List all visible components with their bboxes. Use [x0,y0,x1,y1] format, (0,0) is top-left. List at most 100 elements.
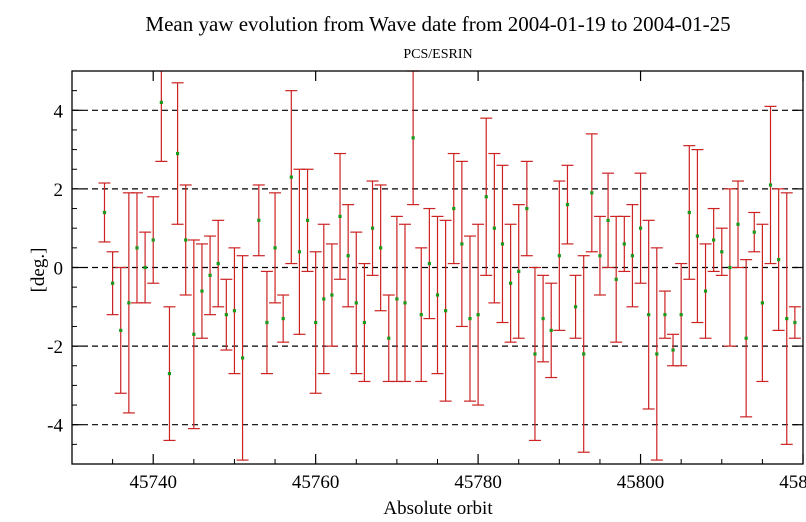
data-point-13 [204,235,217,316]
data-point-69 [667,333,680,367]
marker [330,293,334,297]
data-point-34 [382,294,395,383]
data-point-77 [732,180,745,269]
marker [484,195,488,199]
y-tick-label-4: 4 [54,101,64,122]
marker [663,313,667,317]
data-point-6 [147,196,160,284]
marker [338,214,342,219]
data-point-25 [309,251,322,394]
marker [744,336,748,340]
marker [492,226,496,230]
data-point-66 [642,219,655,410]
data-point-10 [179,184,192,296]
data-point-72 [691,149,704,324]
marker [362,320,366,325]
marker [687,210,691,215]
marker [305,218,310,222]
data-point-0 [98,182,111,243]
data-point-22 [285,90,298,265]
marker [712,238,716,242]
marker [695,234,700,238]
marker [257,218,261,222]
x-tick-label-2: 45780 [454,472,502,493]
data-point-49 [504,223,517,343]
data-point-43 [455,160,468,328]
data-point-62 [610,215,623,343]
data-point-42 [447,152,460,265]
marker [444,309,448,313]
data-point-63 [618,215,631,273]
marker [606,218,610,222]
data-point-84 [788,306,801,339]
data-point-31 [358,262,371,383]
marker [184,238,188,242]
data-point-26 [317,223,330,375]
marker [793,320,797,325]
data-point-29 [342,204,355,308]
marker [476,313,480,317]
marker [273,246,277,250]
data-point-9 [171,82,184,225]
data-point-48 [496,164,509,324]
marker [387,336,391,340]
marker [614,277,618,281]
marker [322,297,326,301]
marker [460,242,464,246]
marker [598,254,602,258]
data-point-40 [431,215,444,375]
marker [216,261,220,266]
marker [452,206,456,211]
marker [102,210,107,215]
data-point-19 [260,270,273,375]
marker [752,230,756,234]
marker [200,289,204,293]
data-point-51 [520,160,533,257]
plot-frame [71,70,804,465]
data-point-24 [301,168,314,273]
marker [135,246,139,250]
marker [785,316,789,321]
data-point-68 [658,290,671,339]
data-point-27 [325,243,338,347]
data-point-71 [683,145,696,280]
marker [151,238,155,242]
data-point-53 [537,274,550,363]
marker [565,203,570,207]
marker [777,258,781,262]
data-point-60 [593,215,606,296]
marker [768,183,773,187]
data-point-33 [374,184,387,312]
data-point-61 [602,172,615,269]
marker [354,301,358,305]
data-point-80 [756,223,769,383]
y-tick-label-2: 0 [54,259,64,280]
x-axis-label: Absolute orbit [383,498,493,519]
data-point-50 [512,204,525,339]
marker [346,254,350,258]
marker [590,191,594,195]
marker [671,348,675,352]
marker [395,297,399,301]
marker [240,356,245,360]
data-point-14 [212,219,225,308]
marker [703,289,708,293]
data-point-58 [577,255,590,453]
data-point-78 [740,259,753,418]
marker [281,316,285,321]
data-point-74 [707,207,720,273]
marker [630,254,635,258]
data-point-35 [390,215,403,383]
data-point-37 [407,70,420,206]
data-point-47 [488,152,501,304]
marker [679,313,683,317]
data-point-38 [415,247,428,383]
marker [314,320,318,325]
data-point-79 [748,211,761,253]
marker [111,281,115,285]
marker [403,301,407,305]
data-point-16 [228,247,241,375]
marker [468,316,472,321]
marker [509,281,513,285]
